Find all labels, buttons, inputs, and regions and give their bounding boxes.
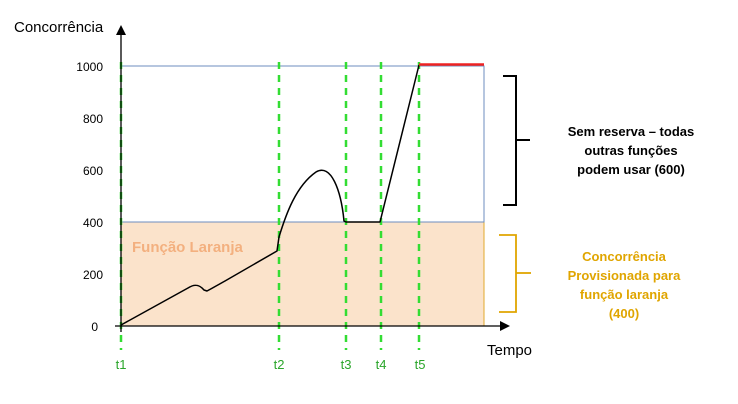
- unreserved-note-line: podem usar (600): [577, 162, 685, 177]
- time-marker-labels: t1 t2 t3 t4 t5: [116, 357, 426, 372]
- y-tick-labels: 0 200 400 600 800 1000: [76, 60, 103, 334]
- time-marker-label: t5: [415, 357, 426, 372]
- y-tick-label: 1000: [76, 60, 103, 74]
- unreserved-region: [120, 65, 485, 223]
- time-marker-label: t4: [376, 357, 387, 372]
- provisioned-note-line: Concorrência: [582, 249, 667, 264]
- time-marker-label: t1: [116, 357, 127, 372]
- unreserved-note-line: outras funções: [584, 143, 677, 158]
- provisioned-note: Concorrência Provisionada para função la…: [568, 249, 681, 321]
- concurrency-curve: [120, 64, 420, 326]
- provisioned-bracket: [499, 234, 517, 313]
- y-tick-label: 400: [83, 216, 103, 230]
- region-label: Função Laranja: [132, 239, 244, 256]
- provisioned-note-line: Provisionada para: [568, 268, 681, 283]
- y-tick-label: 200: [83, 268, 103, 282]
- y-tick-label: 600: [83, 164, 103, 178]
- y-tick-label: 0: [91, 320, 98, 334]
- unreserved-note: Sem reserva – todas outras funções podem…: [568, 124, 694, 177]
- x-axis-title: Tempo: [487, 342, 532, 359]
- provisioned-note-line: (400): [609, 306, 639, 321]
- time-marker-label: t2: [274, 357, 285, 372]
- y-tick-label: 800: [83, 112, 103, 126]
- provisioned-region: [120, 221, 485, 327]
- unreserved-note-line: Sem reserva – todas: [568, 124, 694, 139]
- unreserved-bracket: [503, 75, 517, 206]
- provisioned-note-line: função laranja: [580, 287, 669, 302]
- time-marker-label: t3: [341, 357, 352, 372]
- y-axis-title: Concorrência: [14, 19, 104, 36]
